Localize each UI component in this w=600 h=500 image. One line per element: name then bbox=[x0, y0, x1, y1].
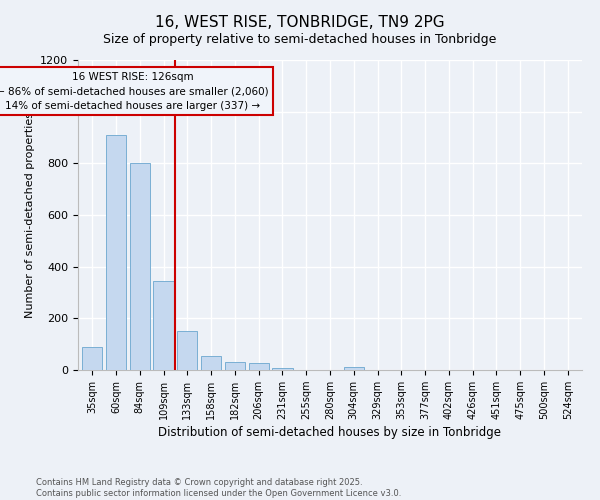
Y-axis label: Number of semi-detached properties: Number of semi-detached properties bbox=[25, 112, 35, 318]
Bar bbox=[344, 368, 364, 370]
Bar bbox=[248, 363, 269, 370]
Bar bbox=[130, 164, 150, 370]
X-axis label: Distribution of semi-detached houses by size in Tonbridge: Distribution of semi-detached houses by … bbox=[158, 426, 502, 439]
Text: 16 WEST RISE: 126sqm
← 86% of semi-detached houses are smaller (2,060)
14% of se: 16 WEST RISE: 126sqm ← 86% of semi-detac… bbox=[0, 72, 269, 111]
Bar bbox=[106, 135, 126, 370]
Bar bbox=[154, 281, 173, 370]
Text: Size of property relative to semi-detached houses in Tonbridge: Size of property relative to semi-detach… bbox=[103, 32, 497, 46]
Bar bbox=[225, 362, 245, 370]
Text: Contains HM Land Registry data © Crown copyright and database right 2025.
Contai: Contains HM Land Registry data © Crown c… bbox=[36, 478, 401, 498]
Bar bbox=[201, 356, 221, 370]
Text: 16, WEST RISE, TONBRIDGE, TN9 2PG: 16, WEST RISE, TONBRIDGE, TN9 2PG bbox=[155, 15, 445, 30]
Bar bbox=[177, 331, 197, 370]
Bar bbox=[82, 347, 103, 370]
Bar bbox=[272, 368, 293, 370]
